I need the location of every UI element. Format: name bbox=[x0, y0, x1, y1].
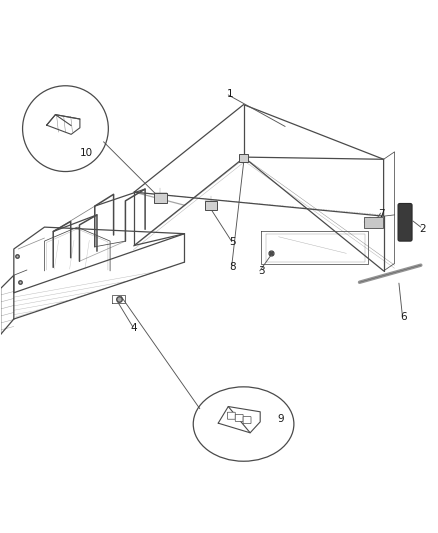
Text: 4: 4 bbox=[131, 323, 137, 333]
FancyBboxPatch shape bbox=[204, 201, 216, 211]
Text: 10: 10 bbox=[79, 148, 92, 158]
FancyBboxPatch shape bbox=[239, 154, 247, 163]
FancyBboxPatch shape bbox=[243, 417, 251, 424]
Text: 8: 8 bbox=[229, 262, 235, 271]
Text: 5: 5 bbox=[229, 237, 235, 247]
Text: 2: 2 bbox=[419, 224, 425, 235]
FancyBboxPatch shape bbox=[227, 412, 235, 419]
FancyBboxPatch shape bbox=[363, 216, 382, 228]
FancyBboxPatch shape bbox=[154, 193, 166, 203]
Text: 6: 6 bbox=[399, 312, 406, 322]
Text: 1: 1 bbox=[226, 88, 233, 99]
Text: 7: 7 bbox=[377, 209, 384, 219]
Text: 3: 3 bbox=[257, 266, 264, 276]
FancyBboxPatch shape bbox=[397, 204, 411, 241]
FancyBboxPatch shape bbox=[235, 415, 243, 422]
Text: 9: 9 bbox=[277, 414, 283, 424]
